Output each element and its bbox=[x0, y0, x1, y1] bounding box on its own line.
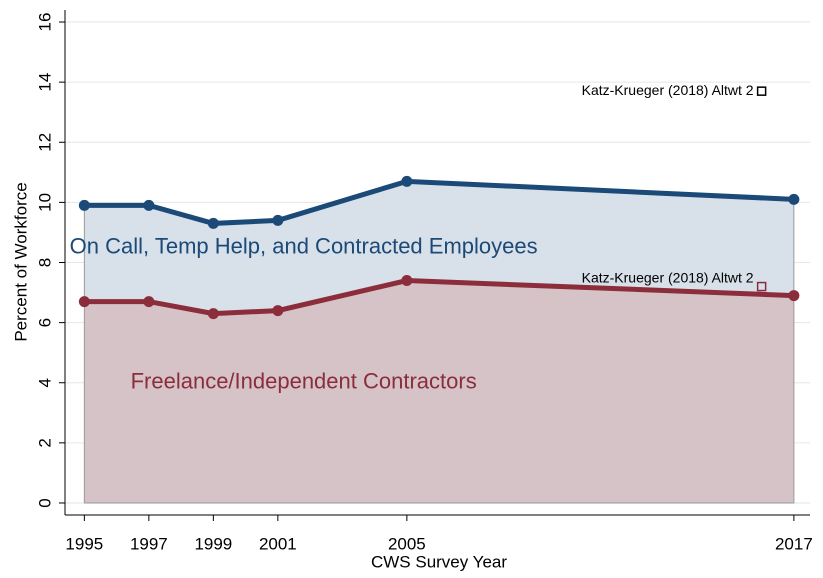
reference-marker bbox=[756, 86, 767, 96]
y-tick-label: 8 bbox=[35, 258, 54, 267]
reference-label: Katz-Krueger (2018) Altwt 2 bbox=[582, 82, 754, 98]
x-tick-label: 1997 bbox=[130, 534, 168, 553]
y-tick-label: 0 bbox=[35, 498, 54, 507]
point bbox=[272, 305, 284, 317]
x-tick-label: 2005 bbox=[388, 534, 426, 553]
y-tick-label: 12 bbox=[35, 133, 54, 152]
y-axis-title: Percent of Workforce bbox=[11, 182, 30, 341]
point bbox=[143, 199, 155, 211]
area-label: Freelance/Independent Contractors bbox=[131, 369, 477, 394]
reference-marker bbox=[756, 281, 767, 292]
y-tick-label: 14 bbox=[35, 73, 54, 92]
line bbox=[84, 278, 794, 317]
y-tick-label: 6 bbox=[35, 318, 54, 327]
reference-label: Katz-Krueger (2018) Altwt 2 bbox=[582, 269, 754, 285]
x-axis-title: CWS Survey Year bbox=[371, 552, 507, 571]
x-tick-label: 1999 bbox=[194, 534, 232, 553]
point bbox=[207, 217, 219, 229]
y-tick-label: 10 bbox=[35, 193, 54, 212]
x-tick-label: 1995 bbox=[65, 534, 103, 553]
point bbox=[78, 199, 90, 211]
y-tick-label: 4 bbox=[35, 378, 54, 387]
point bbox=[401, 275, 413, 287]
point bbox=[143, 296, 155, 308]
point bbox=[788, 193, 800, 205]
x-tick-label: 2001 bbox=[259, 534, 297, 553]
point bbox=[272, 214, 284, 226]
x-tick-label: 2017 bbox=[775, 534, 813, 553]
line bbox=[84, 178, 794, 226]
point bbox=[207, 308, 219, 320]
point bbox=[401, 175, 413, 187]
point bbox=[788, 290, 800, 302]
y-tick-label: 2 bbox=[35, 438, 54, 447]
point bbox=[78, 296, 90, 308]
y-tick-label: 16 bbox=[35, 13, 54, 32]
area-label: On Call, Temp Help, and Contracted Emplo… bbox=[70, 233, 538, 258]
